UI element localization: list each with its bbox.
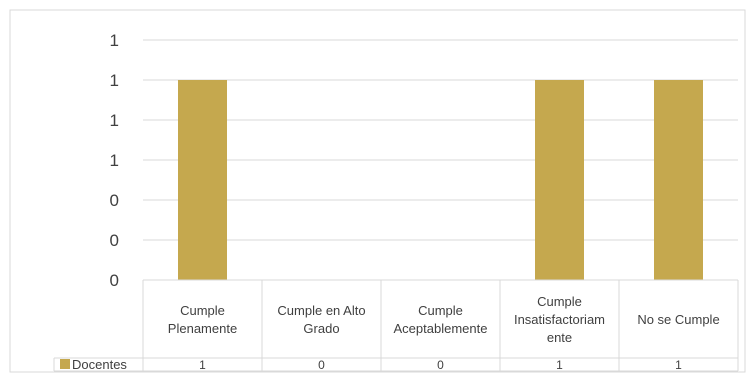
category-label-line: Insatisfactoriam	[514, 312, 605, 327]
y-tick-label: 0	[110, 191, 119, 210]
y-tick-label: 1	[110, 111, 119, 130]
category-label: Cumple en Alto Grado	[277, 303, 365, 336]
data-table-value: 1	[556, 358, 563, 372]
y-tick-label: 0	[110, 231, 119, 250]
category-label-line: Cumple	[180, 303, 225, 318]
series-name: Docentes	[72, 357, 127, 372]
category-label: Cumple Aceptablemente	[394, 303, 488, 336]
category-label-line: Grado	[303, 321, 339, 336]
y-tick-label: 1	[110, 31, 119, 50]
category-label: Cumple Plenamente	[168, 303, 237, 336]
bars	[178, 80, 703, 280]
chart-border	[9, 9, 746, 373]
bar	[178, 80, 227, 280]
category-label: Cumple Insatisfactoriam ente	[514, 294, 605, 345]
category-label-line: Cumple en Alto	[277, 303, 365, 318]
category-label-line: Cumple	[418, 303, 463, 318]
bar	[654, 80, 703, 280]
y-tick-label: 1	[110, 71, 119, 90]
data-table-value: 1	[675, 358, 682, 372]
data-table-value: 0	[437, 358, 444, 372]
legend-key	[60, 359, 70, 369]
gridlines	[143, 39, 738, 241]
y-axis-tick-labels: 0 0 0 1 1 1 1	[110, 31, 119, 290]
data-table-value: 0	[318, 358, 325, 372]
data-table-value: 1	[199, 358, 206, 372]
bar	[535, 80, 584, 280]
category-label-line: Plenamente	[168, 321, 237, 336]
y-tick-label: 1	[110, 151, 119, 170]
y-tick-label: 0	[110, 271, 119, 290]
category-label-line: Aceptablemente	[394, 321, 488, 336]
category-label-line: Cumple	[537, 294, 582, 309]
category-label: No se Cumple	[637, 312, 719, 327]
category-label-line: No se Cumple	[637, 312, 719, 327]
category-label-line: ente	[547, 330, 572, 345]
